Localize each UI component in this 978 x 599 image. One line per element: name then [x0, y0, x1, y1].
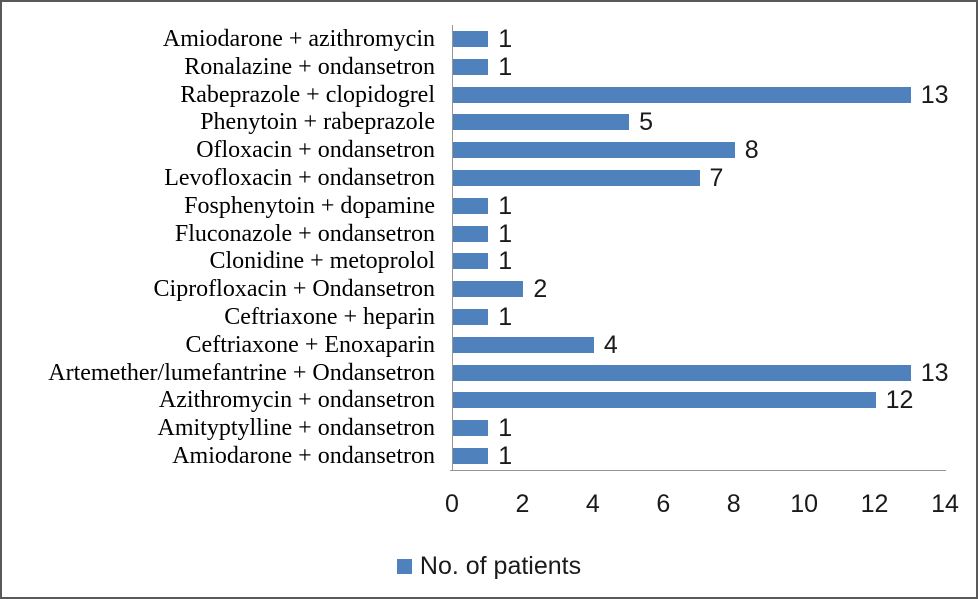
bar [453, 253, 489, 270]
data-label: 1 [498, 219, 513, 248]
data-label: 2 [533, 275, 548, 304]
data-label: 1 [498, 414, 513, 443]
bar [453, 142, 735, 159]
data-label: 8 [744, 136, 759, 165]
bar [453, 225, 489, 242]
data-label: 13 [920, 80, 949, 109]
data-label: 1 [498, 24, 513, 53]
bar [453, 309, 489, 326]
bar [453, 30, 489, 47]
bar [453, 114, 630, 131]
data-label: 1 [498, 247, 513, 276]
x-tick-label: 14 [931, 490, 959, 518]
data-label: 12 [885, 386, 914, 415]
category-label: Azithromycin + ondansetron [158, 387, 435, 414]
x-tick-label: 0 [445, 490, 459, 518]
x-tick-label: 8 [726, 490, 741, 518]
category-label: Amityptylline + ondansetron [157, 415, 436, 442]
category-label: Fosphenytoin + dopamine [184, 192, 435, 219]
legend-label: No. of patients [419, 551, 582, 580]
category-label: Phenytoin + rabeprazole [200, 109, 435, 136]
y-axis-line [452, 25, 453, 470]
data-label: 1 [498, 303, 513, 332]
data-label: 5 [639, 108, 653, 137]
bar [453, 448, 489, 465]
bar [453, 336, 594, 353]
legend-swatch-icon [396, 558, 412, 574]
legend: No. of patients [2, 551, 976, 581]
bar [453, 392, 876, 409]
bar [453, 364, 911, 381]
x-tick-label: 10 [790, 490, 819, 518]
data-label: 4 [603, 330, 618, 359]
bar [453, 281, 524, 298]
data-label: 7 [709, 163, 724, 192]
bar [453, 197, 489, 214]
data-label: 1 [498, 191, 513, 220]
category-label: Ceftriaxone + heparin [224, 304, 435, 331]
category-label: Amiodarone + ondansetron [172, 443, 435, 470]
bar [453, 58, 489, 75]
category-label: Ronalazine + ondansetron [184, 53, 435, 80]
category-label: Ofloxacin + ondansetron [196, 137, 435, 164]
x-tick-label: 2 [515, 490, 530, 518]
category-label: Amiodarone + azithromycin [162, 25, 435, 52]
category-label: Ciprofloxacin + Ondansetron [153, 276, 435, 303]
category-label: Ceftriaxone + Enoxaparin [185, 331, 435, 358]
x-tick-label: 12 [860, 490, 889, 518]
bar [453, 169, 700, 186]
x-tick-label: 4 [585, 490, 600, 518]
category-label: Clonidine + metoprolol [209, 248, 435, 275]
category-label: Rabeprazole + clopidogrel [180, 81, 435, 108]
bar [453, 86, 911, 103]
category-label: Levofloxacin + ondansetron [164, 164, 435, 191]
category-label: Artemether/lumefantrine + Ondansetron [48, 359, 435, 386]
data-label: 13 [920, 358, 949, 387]
x-tick-label: 6 [656, 490, 671, 518]
category-label: Fluconazole + ondansetron [174, 220, 435, 247]
data-label: 1 [498, 442, 513, 471]
data-label: 1 [498, 52, 513, 81]
x-axis-line [450, 470, 946, 471]
bar [453, 420, 489, 437]
